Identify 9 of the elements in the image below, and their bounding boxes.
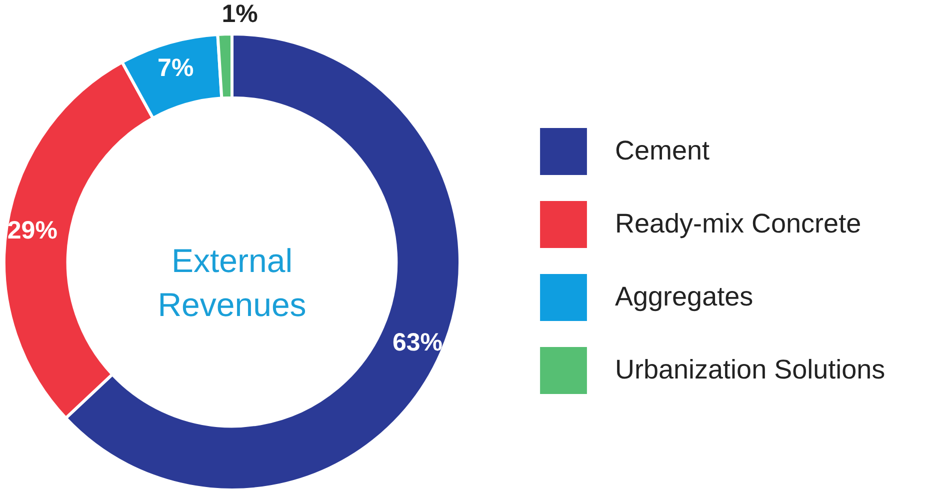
legend-label: Ready-mix Concrete (615, 208, 862, 238)
data-label: 7% (158, 54, 194, 82)
legend-label: Aggregates (615, 282, 754, 312)
text: External Revenues (158, 242, 306, 323)
legend-label: Urbanization Solutions (615, 354, 886, 384)
data-label: 29% (7, 216, 58, 244)
data-label: 1% (222, 0, 258, 28)
legend-label: Cement (615, 136, 710, 166)
data-label: 63% (392, 328, 442, 356)
